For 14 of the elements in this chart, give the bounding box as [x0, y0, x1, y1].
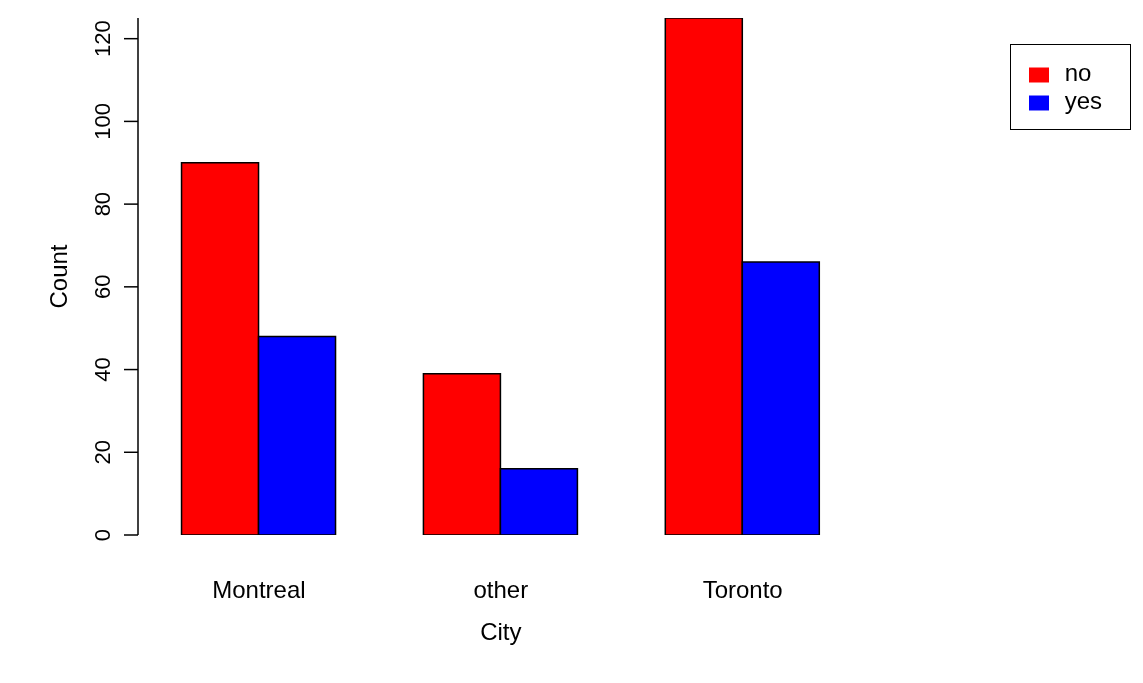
y-tick-label: 100	[90, 103, 115, 140]
y-tick-label: 20	[90, 440, 115, 465]
y-tick-label: 80	[90, 191, 115, 217]
y-tick-label: 0	[90, 528, 115, 542]
x-tick-label: Toronto	[702, 576, 783, 604]
x-axis-title: City	[480, 618, 522, 645]
y-tick-label: 60	[90, 274, 115, 300]
y-tick-label: 40	[90, 357, 115, 382]
legend-label: no	[1064, 59, 1092, 86]
legend-label: yes	[1064, 87, 1102, 114]
x-tick-label: other	[473, 576, 529, 604]
y-tick-label: 120	[90, 20, 115, 58]
y-axis-title: Count	[44, 244, 72, 309]
x-tick-label: Montreal	[212, 576, 306, 604]
